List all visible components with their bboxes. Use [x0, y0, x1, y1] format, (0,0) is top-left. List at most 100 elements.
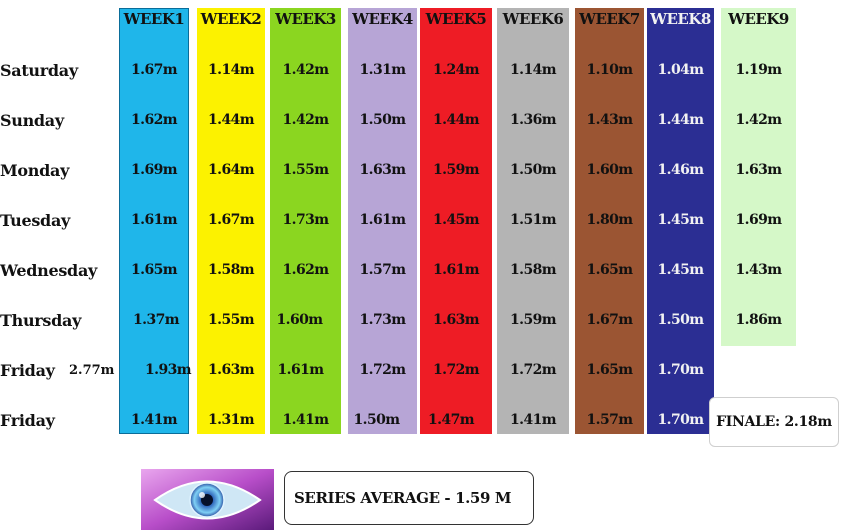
rating-cell: 1.93m — [145, 362, 192, 378]
week-header: WEEK4 — [352, 10, 413, 28]
series-average-box: SERIES AVERAGE - 1.59 M — [284, 471, 534, 525]
rating-cell: 1.60m — [586, 162, 634, 178]
rating-cell: 1.57m — [586, 412, 634, 428]
week-header: WEEK3 — [275, 10, 336, 28]
rating-cell: 1.63m — [735, 162, 783, 178]
rating-cell: 1.61m — [359, 212, 407, 228]
rating-cell: 1.43m — [586, 112, 634, 128]
rating-cell: 1.69m — [131, 162, 178, 178]
rating-cell: 1.63m — [433, 312, 480, 328]
rating-cell: 1.14m — [510, 62, 557, 78]
rating-cell: 1.60m — [276, 312, 324, 328]
rating-cell: 1.04m — [657, 62, 705, 78]
rating-cell: 1.61m — [131, 212, 178, 228]
rating-cell: 1.42m — [282, 62, 330, 78]
rating-cell: 1.63m — [208, 362, 255, 378]
rating-cell: 1.36m — [510, 112, 557, 128]
rating-cell: 1.50m — [657, 312, 705, 328]
rating-cell: 1.67m — [131, 62, 178, 78]
rating-cell: 1.61m — [277, 362, 325, 378]
rating-cell: 1.65m — [586, 262, 634, 278]
week-header: WEEK8 — [650, 10, 711, 28]
day-label: Saturday — [0, 61, 78, 80]
rating-cell: 1.65m — [586, 362, 634, 378]
rating-cell: 1.41m — [510, 412, 557, 428]
rating-cell: 1.58m — [510, 262, 557, 278]
week-header: WEEK1 — [123, 10, 185, 28]
day-label: Wednesday — [0, 261, 98, 280]
rating-cell: 1.80m — [586, 212, 634, 228]
week-column-9 — [721, 8, 796, 346]
rating-cell: 1.44m — [433, 112, 480, 128]
rating-cell: 1.37m — [133, 312, 180, 328]
rating-cell: 1.57m — [359, 262, 407, 278]
finale-box: FINALE: 2.18m — [709, 397, 839, 447]
rating-cell: 1.46m — [657, 162, 705, 178]
rating-cell: 1.59m — [433, 162, 480, 178]
week-column-1 — [119, 8, 189, 434]
week-column-4 — [348, 8, 417, 434]
rating-cell: 1.44m — [657, 112, 705, 128]
extra-friday-value: 2.77m — [69, 363, 115, 378]
rating-cell: 1.72m — [359, 362, 407, 378]
rating-cell: 1.65m — [131, 262, 178, 278]
rating-cell: 1.41m — [131, 412, 178, 428]
rating-cell: 1.72m — [510, 362, 557, 378]
rating-cell: 1.86m — [735, 312, 783, 328]
rating-cell: 1.72m — [433, 362, 480, 378]
rating-cell: 1.24m — [433, 62, 480, 78]
rating-cell: 1.62m — [131, 112, 178, 128]
rating-cell: 1.55m — [282, 162, 330, 178]
week-column-5 — [420, 8, 492, 434]
day-label: Friday — [0, 361, 55, 380]
rating-cell: 1.44m — [208, 112, 255, 128]
rating-cell: 1.55m — [208, 312, 255, 328]
week-header: WEEK5 — [425, 10, 487, 28]
week-column-8 — [647, 8, 714, 434]
rating-cell: 1.62m — [282, 262, 330, 278]
eye-logo — [141, 469, 274, 530]
week-column-2 — [197, 8, 265, 434]
rating-cell: 1.31m — [359, 62, 407, 78]
rating-cell: 1.69m — [735, 212, 783, 228]
rating-cell: 1.42m — [735, 112, 783, 128]
rating-cell: 1.41m — [282, 412, 330, 428]
rating-cell: 1.70m — [657, 362, 705, 378]
day-label: Sunday — [0, 111, 64, 130]
rating-cell: 1.43m — [735, 262, 783, 278]
rating-cell: 1.19m — [735, 62, 783, 78]
rating-cell: 1.73m — [282, 212, 330, 228]
rating-cell: 1.45m — [657, 212, 705, 228]
week-header: WEEK6 — [502, 10, 564, 28]
rating-cell: 1.50m — [510, 162, 557, 178]
rating-cell: 1.59m — [510, 312, 557, 328]
rating-cell: 1.10m — [586, 62, 634, 78]
rating-cell: 1.58m — [208, 262, 255, 278]
rating-cell: 1.64m — [208, 162, 255, 178]
rating-cell: 1.67m — [586, 312, 634, 328]
rating-cell: 1.67m — [208, 212, 255, 228]
rating-cell: 1.45m — [657, 262, 705, 278]
rating-cell: 1.61m — [433, 262, 480, 278]
week-header: WEEK7 — [579, 10, 640, 28]
week-column-7 — [575, 8, 644, 434]
day-label: Friday — [0, 411, 55, 430]
rating-cell: 1.31m — [208, 412, 255, 428]
rating-cell: 1.63m — [359, 162, 407, 178]
week-column-3 — [270, 8, 341, 434]
day-label: Tuesday — [0, 211, 71, 230]
rating-cell: 1.73m — [359, 312, 407, 328]
rating-cell: 1.14m — [208, 62, 255, 78]
rating-cell: 1.70m — [657, 412, 705, 428]
rating-cell: 1.50m — [359, 112, 407, 128]
week-header: WEEK9 — [728, 10, 789, 28]
rating-cell: 1.51m — [510, 212, 557, 228]
rating-cell: 1.47m — [428, 412, 475, 428]
rating-cell: 1.42m — [282, 112, 330, 128]
rating-cell: 1.45m — [433, 212, 480, 228]
week-column-6 — [497, 8, 569, 434]
day-label: Monday — [0, 161, 70, 180]
day-label: Thursday — [0, 311, 82, 330]
week-header: WEEK2 — [200, 10, 262, 28]
